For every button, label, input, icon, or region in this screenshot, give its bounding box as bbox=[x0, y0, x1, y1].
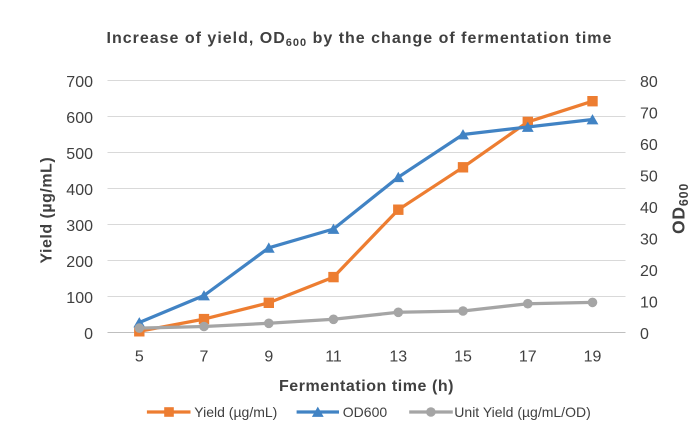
svg-text:0: 0 bbox=[640, 326, 649, 343]
svg-text:80: 80 bbox=[640, 74, 658, 91]
svg-text:30: 30 bbox=[640, 231, 658, 248]
svg-text:10: 10 bbox=[640, 294, 658, 311]
svg-text:0: 0 bbox=[84, 326, 93, 343]
svg-text:Yield (µg/mL): Yield (µg/mL) bbox=[38, 157, 55, 264]
svg-text:50: 50 bbox=[640, 168, 658, 185]
svg-text:Increase of yield, OD600 by th: Increase of yield, OD600 by the change o… bbox=[107, 30, 613, 49]
svg-text:17: 17 bbox=[519, 349, 537, 366]
svg-text:200: 200 bbox=[66, 254, 93, 271]
svg-text:19: 19 bbox=[584, 349, 602, 366]
svg-text:9: 9 bbox=[264, 349, 273, 366]
svg-text:Fermentation time (h): Fermentation time (h) bbox=[279, 378, 454, 395]
svg-text:500: 500 bbox=[66, 146, 93, 163]
svg-text:300: 300 bbox=[66, 218, 93, 235]
svg-text:5: 5 bbox=[135, 349, 144, 366]
svg-text:400: 400 bbox=[66, 182, 93, 199]
svg-text:20: 20 bbox=[640, 263, 658, 280]
svg-text:70: 70 bbox=[640, 105, 658, 122]
svg-text:7: 7 bbox=[200, 349, 209, 366]
svg-text:600: 600 bbox=[66, 110, 93, 127]
svg-text:100: 100 bbox=[66, 290, 93, 307]
svg-text:Unit Yield (µg/mL/OD): Unit Yield (µg/mL/OD) bbox=[454, 404, 590, 420]
svg-text:60: 60 bbox=[640, 137, 658, 154]
svg-text:700: 700 bbox=[66, 74, 93, 91]
svg-text:40: 40 bbox=[640, 200, 658, 217]
svg-text:13: 13 bbox=[389, 349, 407, 366]
svg-text:OD600: OD600 bbox=[343, 404, 388, 420]
svg-text:15: 15 bbox=[454, 349, 472, 366]
svg-text:11: 11 bbox=[325, 349, 342, 366]
svg-text:Yield (µg/mL): Yield (µg/mL) bbox=[194, 404, 277, 420]
